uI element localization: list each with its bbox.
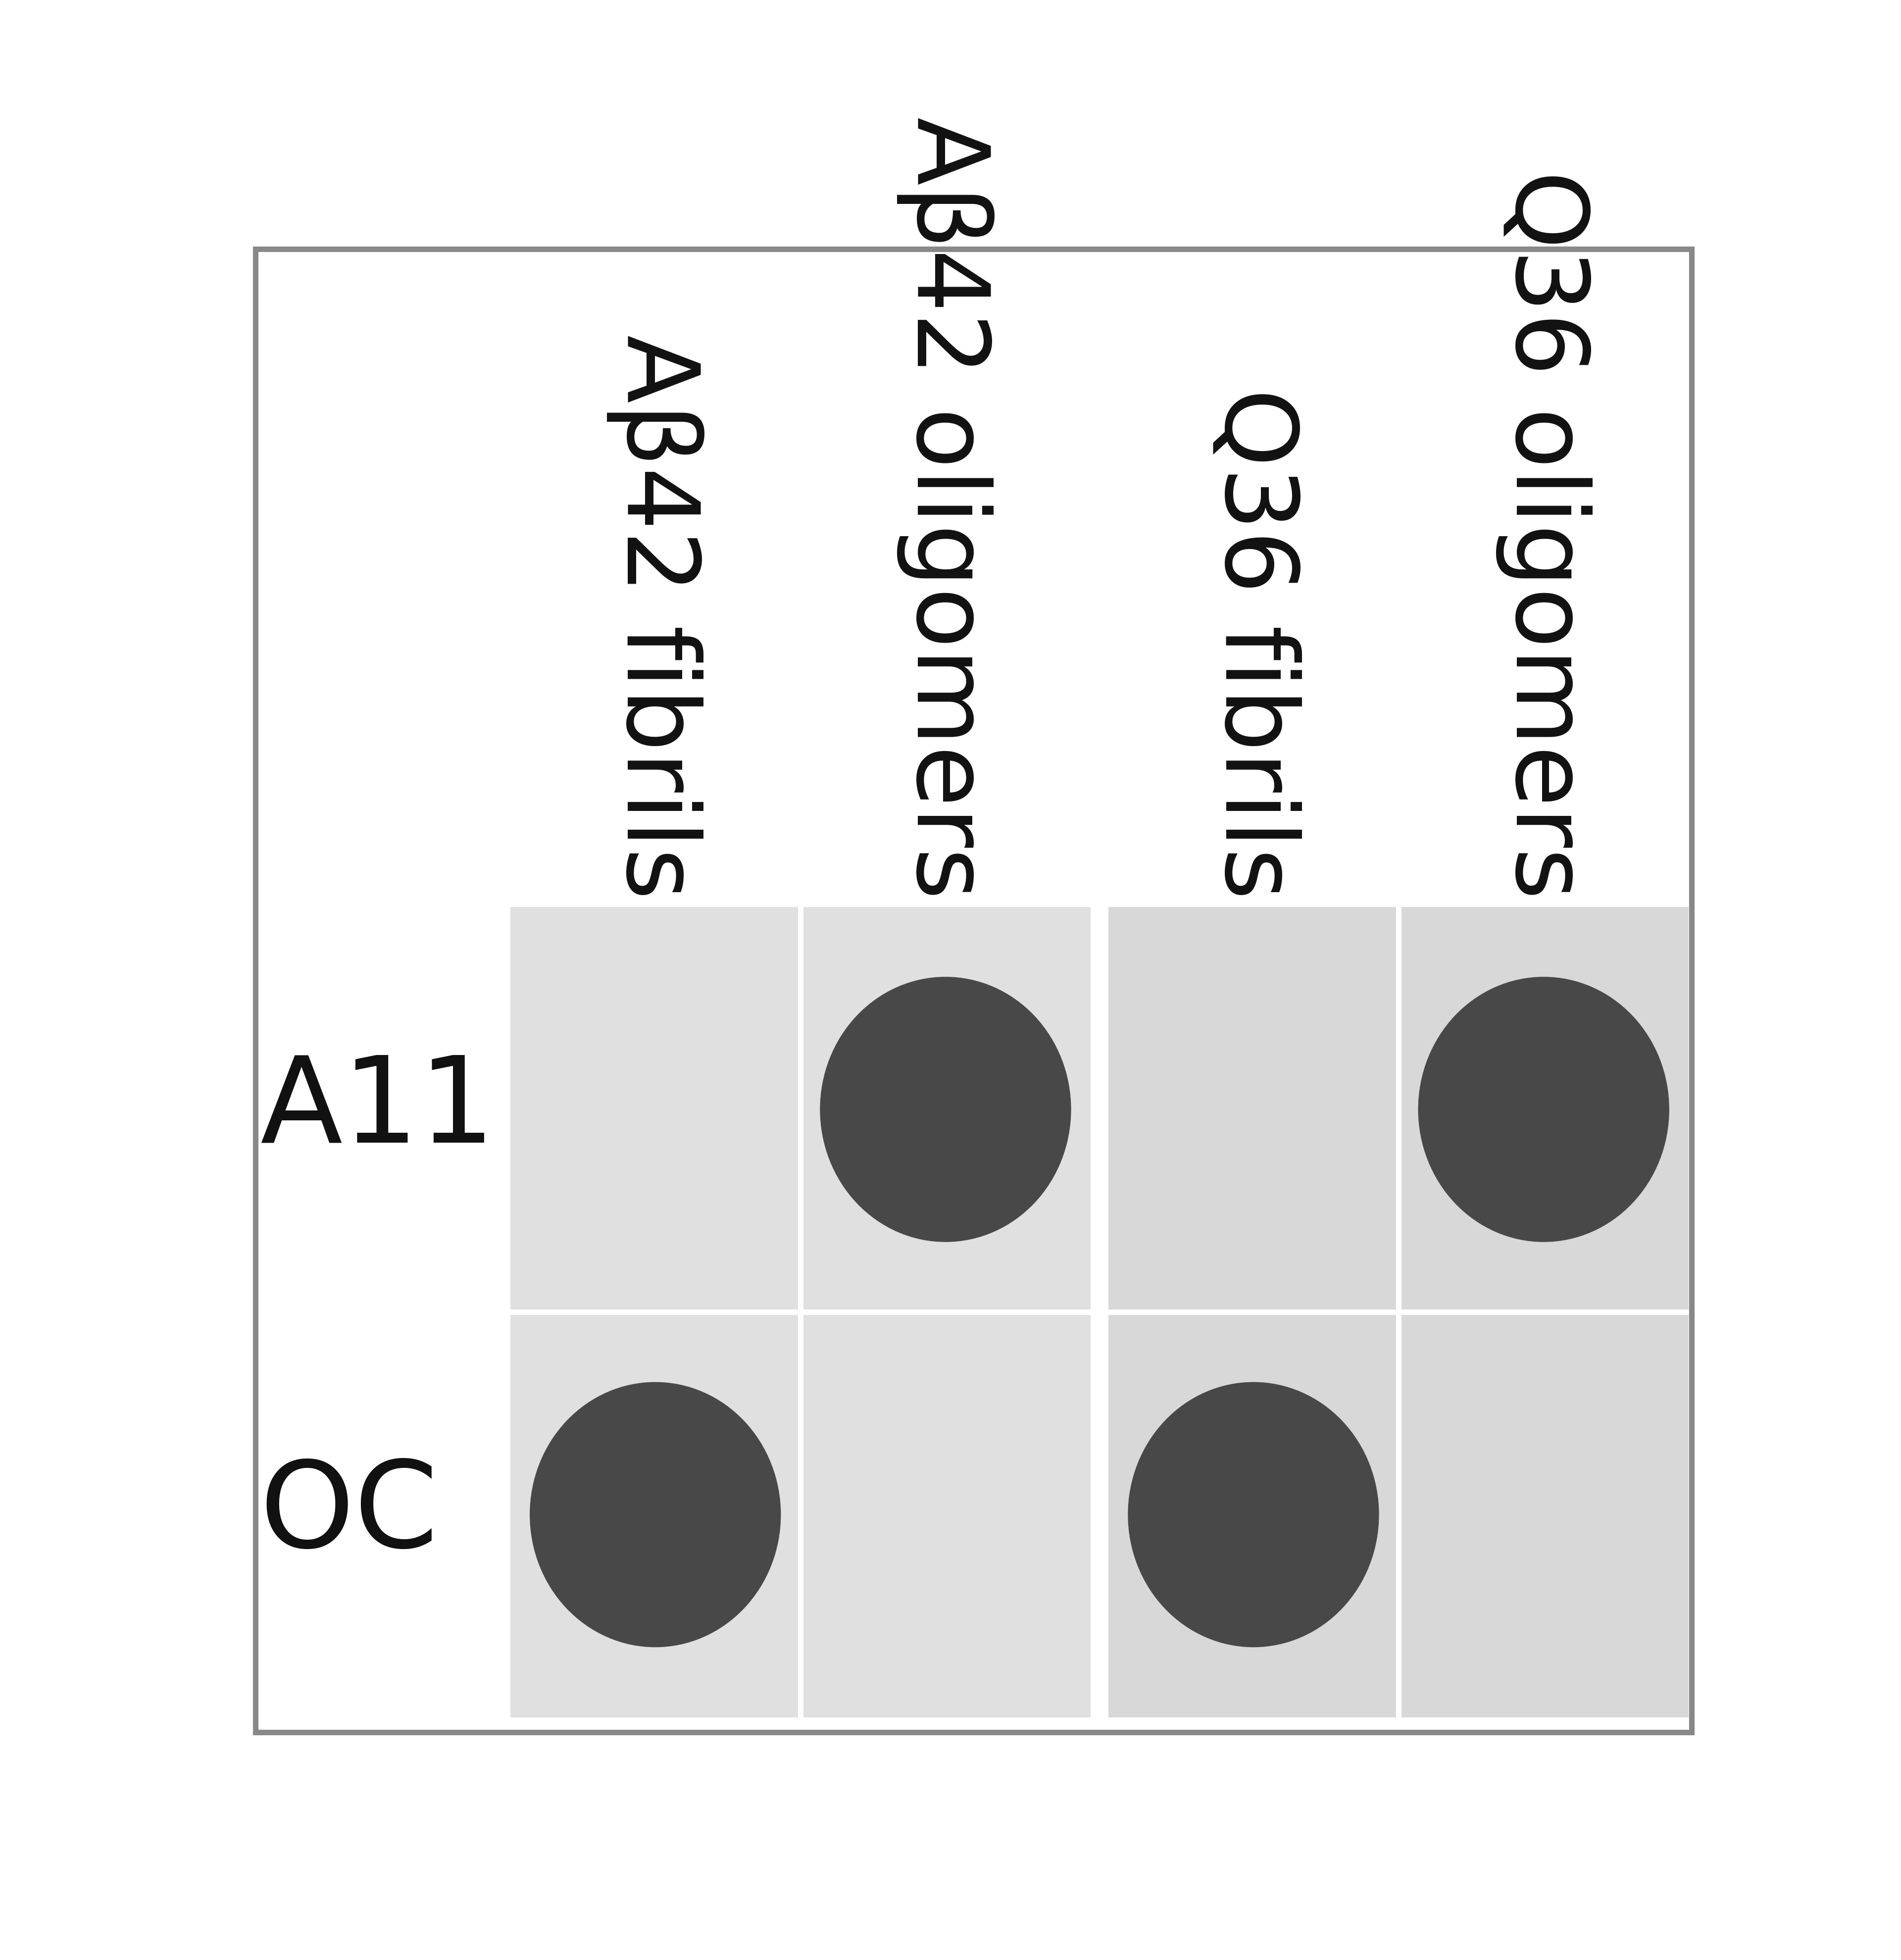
Ellipse shape (530, 1382, 781, 1646)
Text: Q36 fibrils: Q36 fibrils (1205, 388, 1302, 900)
Ellipse shape (1127, 1382, 1378, 1646)
Text: OC: OC (260, 1456, 439, 1574)
Ellipse shape (1418, 978, 1669, 1243)
Text: Aβ42 fibrils: Aβ42 fibrils (606, 335, 703, 900)
Bar (509, 907, 1091, 1717)
Text: Q36 oligomers: Q36 oligomers (1496, 171, 1591, 900)
Bar (1108, 907, 1688, 1717)
Text: Aβ42 oligomers: Aβ42 oligomers (897, 118, 994, 900)
Text: A11: A11 (260, 1051, 494, 1168)
Ellipse shape (821, 978, 1070, 1243)
